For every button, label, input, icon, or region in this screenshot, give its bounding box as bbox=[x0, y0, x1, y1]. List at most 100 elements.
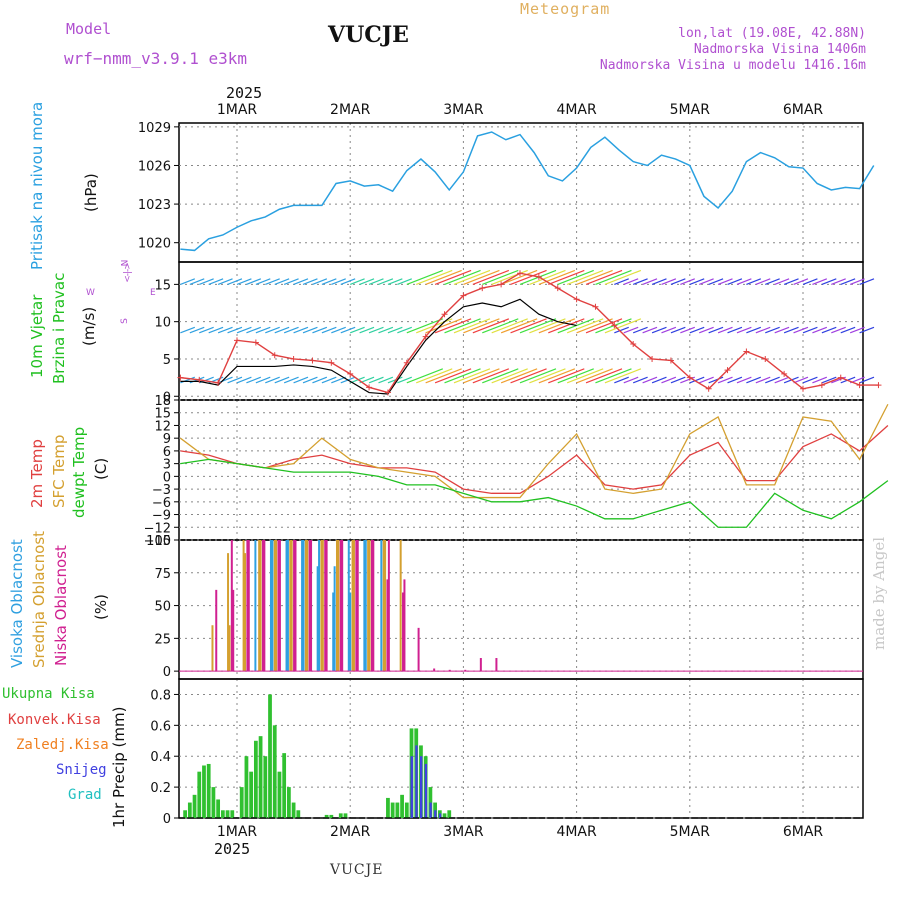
station-title: VUCJE bbox=[328, 22, 409, 48]
wind-speed-marker bbox=[649, 355, 656, 362]
precip-total-bar bbox=[343, 813, 348, 818]
day-label-bottom: 5MAR bbox=[670, 824, 711, 840]
wind-speed-marker bbox=[573, 296, 580, 303]
wind-barb bbox=[849, 278, 865, 285]
footer-station: VUCJE bbox=[330, 862, 384, 878]
wind-barb bbox=[283, 376, 299, 384]
wind-barb bbox=[368, 376, 384, 384]
wind-barb bbox=[529, 368, 566, 384]
wind-barb bbox=[312, 278, 328, 285]
wind-barb bbox=[416, 368, 453, 384]
wind-barb bbox=[576, 318, 613, 334]
wind-speed-marker bbox=[328, 359, 335, 366]
wind-barb bbox=[859, 326, 875, 334]
day-label-top: 1MAR bbox=[217, 102, 258, 118]
model-label: Model bbox=[66, 20, 112, 38]
wind-barb bbox=[265, 326, 280, 334]
wind-barb bbox=[359, 278, 375, 285]
wind-barb bbox=[434, 318, 472, 334]
legend-total: Ukupna Kisa bbox=[2, 686, 95, 702]
wind-barb bbox=[821, 326, 837, 334]
wind-barb bbox=[642, 326, 658, 334]
wind-tick-label: 0 bbox=[163, 390, 171, 405]
wind-speed-marker bbox=[743, 348, 750, 355]
precip-total-bar bbox=[296, 810, 301, 818]
wind-barb bbox=[246, 278, 262, 285]
wind-barb bbox=[302, 278, 318, 285]
wind-barb bbox=[378, 326, 394, 334]
wind-barb bbox=[793, 278, 809, 285]
wind-barb bbox=[576, 368, 613, 384]
wind-barb bbox=[283, 326, 299, 334]
precip-tick-label: 0.2 bbox=[150, 781, 171, 796]
wind-barb bbox=[349, 278, 365, 285]
wind-barb bbox=[661, 326, 677, 334]
temp-tick-label: −3 bbox=[152, 483, 171, 498]
wind-speed-marker bbox=[498, 281, 505, 288]
wind-barb bbox=[548, 368, 585, 384]
pressure-tick-label: 1020 bbox=[138, 237, 171, 252]
wind-barb bbox=[378, 278, 394, 285]
wind-speed-marker bbox=[667, 357, 674, 364]
precip-total-bar bbox=[239, 787, 244, 818]
wind-barb bbox=[727, 326, 743, 334]
wind-barb bbox=[416, 269, 453, 285]
wind-barb bbox=[661, 278, 677, 285]
day-label-top: 2MAR bbox=[330, 102, 371, 118]
temp-tick-label: 9 bbox=[163, 432, 171, 447]
wind-barb bbox=[840, 326, 856, 334]
wind-barb bbox=[255, 278, 271, 285]
wind-barb bbox=[746, 326, 762, 334]
wind-speed-marker bbox=[630, 341, 637, 348]
wind-barb bbox=[849, 326, 865, 334]
wind-barb bbox=[642, 376, 658, 384]
wind-barb bbox=[217, 326, 233, 334]
precip-snow-bar bbox=[410, 756, 413, 818]
wind-barb bbox=[774, 376, 790, 384]
precip-total-bar bbox=[442, 813, 447, 818]
wind-barb bbox=[802, 326, 818, 334]
wind-barb bbox=[312, 326, 328, 334]
wind-barb bbox=[293, 278, 309, 285]
wind-barb bbox=[397, 376, 412, 384]
wind-tick-label: 15 bbox=[154, 278, 171, 293]
wind-barb bbox=[463, 269, 500, 285]
wind-barb bbox=[293, 376, 309, 384]
temp-tick-label: −12 bbox=[144, 521, 171, 536]
wind-barb bbox=[321, 326, 337, 334]
wind-barb bbox=[812, 326, 828, 334]
wind-speed-marker bbox=[479, 285, 486, 292]
day-label-bottom: 3MAR bbox=[443, 824, 484, 840]
wind-barb bbox=[293, 326, 309, 334]
wind-speed-marker bbox=[837, 374, 844, 381]
wind-barb bbox=[199, 326, 214, 334]
wind-barb bbox=[463, 368, 500, 384]
wind-barb bbox=[670, 376, 686, 384]
compass-e: E bbox=[150, 288, 156, 298]
gust-line bbox=[180, 298, 577, 395]
dewpt-line bbox=[180, 458, 889, 528]
wind-barb bbox=[859, 278, 875, 285]
wind-barb bbox=[180, 326, 196, 334]
wind-barb bbox=[708, 376, 724, 384]
wind-barb bbox=[378, 376, 394, 384]
wind-barb bbox=[812, 376, 828, 384]
wind-barb bbox=[840, 278, 856, 285]
wind-barb bbox=[227, 376, 243, 384]
wind-speed-marker bbox=[441, 311, 448, 318]
wind-barb bbox=[217, 278, 233, 285]
temp-tick-label: −9 bbox=[152, 509, 171, 524]
precip-total-bar bbox=[202, 765, 206, 818]
precip-snow-bar bbox=[415, 745, 418, 818]
wind-barb bbox=[793, 376, 809, 384]
wind-tick-label: 5 bbox=[163, 353, 171, 368]
precip-total-bar bbox=[253, 740, 258, 818]
wind-barb bbox=[500, 318, 538, 334]
wind-barb bbox=[614, 278, 629, 285]
wind-barb bbox=[670, 278, 686, 285]
temp-tick-label: 12 bbox=[154, 419, 171, 434]
lonlat-label: lon,lat (19.08E, 42.88N) bbox=[678, 26, 866, 41]
wind-barb bbox=[500, 368, 538, 384]
precip-total-bar bbox=[329, 814, 334, 818]
